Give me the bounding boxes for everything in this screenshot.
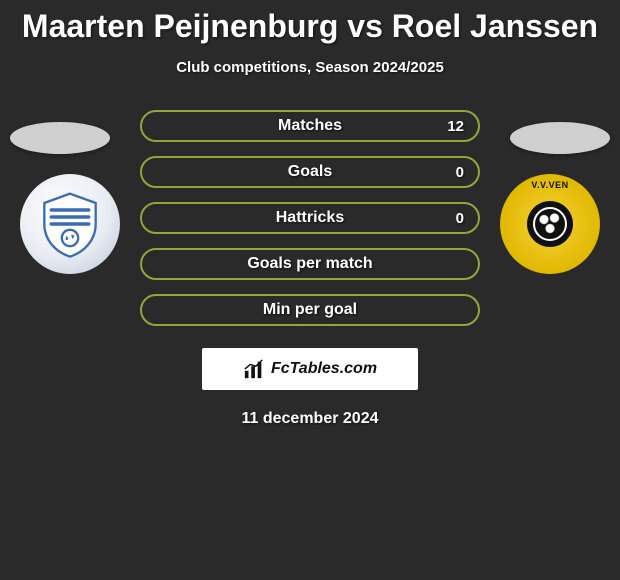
stat-label: Goals: [288, 163, 332, 181]
stat-row-hattricks: Hattricks 0: [140, 202, 480, 234]
stat-row-min-per-goal: Min per goal: [140, 294, 480, 326]
stat-label: Goals per match: [247, 255, 372, 273]
stat-value: 0: [456, 164, 464, 181]
comparison-card: Maarten Peijnenburg vs Roel Janssen Club…: [0, 0, 620, 428]
stats-list: Matches 12 Goals 0 Hattricks 0 Goals per…: [140, 110, 480, 326]
subtitle: Club competitions, Season 2024/2025: [176, 59, 444, 76]
player-ellipse-left: [10, 122, 110, 154]
stat-label: Matches: [278, 117, 342, 135]
player-ellipse-right: [510, 122, 610, 154]
logo-text: FcTables.com: [271, 360, 377, 378]
crest-text-right: V.V.VEN: [531, 180, 568, 190]
infographic-date: 11 december 2024: [242, 410, 379, 428]
stat-row-goals: Goals 0: [140, 156, 480, 188]
stat-label: Min per goal: [263, 301, 357, 319]
soccer-ball-icon: [527, 201, 573, 247]
club-crest-left: [20, 174, 120, 274]
club-crest-right: V.V.VEN: [500, 174, 600, 274]
stat-row-goals-per-match: Goals per match: [140, 248, 480, 280]
stat-value: 0: [456, 210, 464, 227]
fctables-logo-link[interactable]: FcTables.com: [202, 348, 418, 390]
bar-chart-icon: [243, 358, 265, 380]
stat-label: Hattricks: [276, 209, 344, 227]
stat-row-matches: Matches 12: [140, 110, 480, 142]
fc-eindhoven-icon: [35, 189, 105, 259]
page-title: Maarten Peijnenburg vs Roel Janssen: [22, 8, 598, 45]
stat-value: 12: [447, 118, 464, 135]
